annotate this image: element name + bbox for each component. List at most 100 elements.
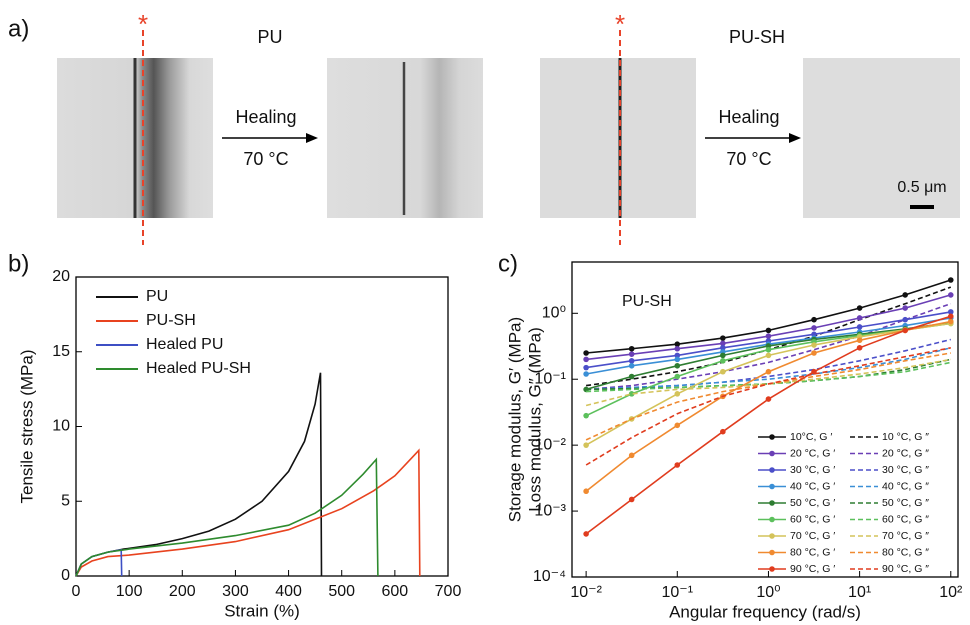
series-line bbox=[75, 448, 421, 577]
x-tick-label: 500 bbox=[328, 583, 355, 600]
legend-label: PU bbox=[146, 288, 168, 305]
data-point bbox=[674, 356, 681, 363]
data-point bbox=[720, 335, 726, 341]
y-tick-label: 10⁻² bbox=[534, 436, 566, 453]
x-axis-label: Angular frequency (rad/s) bbox=[669, 602, 861, 621]
group-title: PU-SH bbox=[729, 27, 785, 47]
legend-label: 30 °C, G ′ bbox=[790, 464, 835, 476]
legend-label: 50 °C, G ″ bbox=[882, 497, 929, 509]
data-point bbox=[902, 305, 908, 311]
legend-marker bbox=[769, 467, 775, 473]
data-point bbox=[628, 496, 635, 503]
y-axis-label: Storage modulus, G′ (MPa) bbox=[505, 317, 524, 522]
data-point bbox=[674, 462, 681, 468]
legend-marker bbox=[769, 434, 775, 440]
data-point bbox=[583, 350, 589, 356]
data-point bbox=[947, 292, 954, 298]
legend-marker bbox=[769, 566, 775, 572]
x-tick-label: 700 bbox=[435, 583, 462, 600]
data-point bbox=[947, 309, 954, 315]
legend-label: 80 °C, G ″ bbox=[882, 546, 929, 558]
data-point bbox=[674, 345, 681, 352]
legend-label: 10 °C, G ″ bbox=[882, 431, 929, 443]
scale-bar-label: 0.5 μm bbox=[897, 179, 946, 196]
data-point bbox=[628, 351, 635, 357]
data-point bbox=[628, 391, 635, 397]
data-point bbox=[674, 341, 681, 347]
plot-frame bbox=[571, 261, 959, 578]
legend-label: 20 °C, G ″ bbox=[882, 447, 929, 459]
x-tick-label: 0 bbox=[72, 583, 81, 600]
y-axis-label: Tensile stress (MPa) bbox=[17, 350, 36, 504]
legend-label: 10°C, G ′ bbox=[790, 431, 832, 443]
data-point bbox=[947, 318, 954, 325]
x-tick-label: 600 bbox=[382, 583, 409, 600]
data-point bbox=[856, 305, 863, 311]
series-line bbox=[586, 361, 951, 393]
data-point bbox=[628, 345, 635, 352]
data-point bbox=[674, 391, 681, 397]
panel-label: b) bbox=[8, 250, 29, 277]
data-point bbox=[674, 352, 681, 359]
data-point bbox=[856, 324, 863, 330]
series-line bbox=[586, 302, 952, 391]
x-tick-label: 10² bbox=[939, 584, 963, 601]
x-tick-label: 10⁻² bbox=[570, 584, 602, 601]
y-tick-label: 15 bbox=[52, 343, 70, 360]
data-point bbox=[720, 344, 726, 351]
panel-label: c) bbox=[498, 250, 518, 277]
legend-marker bbox=[769, 450, 775, 457]
legend-label: 30 °C, G ″ bbox=[882, 464, 929, 476]
arrow-temp: 70 °C bbox=[726, 149, 771, 169]
data-point bbox=[674, 362, 681, 369]
series-line bbox=[75, 372, 323, 577]
legend-label: 40 °C, G ″ bbox=[882, 480, 929, 492]
data-point bbox=[856, 344, 863, 351]
x-tick-label: 10¹ bbox=[848, 584, 871, 601]
data-point bbox=[902, 327, 908, 334]
legend-label: 90 °C, G ″ bbox=[882, 563, 929, 575]
data-point bbox=[902, 316, 908, 323]
data-point bbox=[856, 337, 863, 344]
legend-label: Healed PU-SH bbox=[146, 360, 251, 377]
data-point bbox=[674, 373, 681, 380]
legend-marker bbox=[769, 500, 775, 506]
data-point bbox=[720, 358, 726, 364]
legend-marker bbox=[769, 533, 775, 539]
data-point bbox=[720, 368, 726, 375]
data-point bbox=[720, 340, 726, 347]
series-line bbox=[585, 352, 951, 441]
data-point bbox=[856, 315, 863, 321]
arrow-text: Healing bbox=[235, 107, 296, 127]
data-point bbox=[811, 350, 817, 356]
legend-label: 40 °C, G ′ bbox=[790, 480, 835, 492]
data-point bbox=[765, 352, 772, 359]
arrow-text: Healing bbox=[718, 107, 779, 127]
micrographs: * * bbox=[57, 9, 960, 245]
legend-label: 70 °C, G ″ bbox=[882, 530, 929, 542]
data-point bbox=[583, 371, 589, 377]
data-point bbox=[674, 422, 681, 429]
data-point bbox=[583, 442, 589, 448]
data-point bbox=[583, 531, 589, 537]
legend-marker bbox=[769, 483, 775, 490]
data-point bbox=[628, 358, 635, 364]
y-tick-label: 20 bbox=[52, 268, 70, 285]
data-point bbox=[720, 352, 726, 359]
series-line bbox=[585, 347, 951, 466]
legend-marker bbox=[769, 516, 775, 523]
data-point bbox=[765, 396, 772, 402]
data-point bbox=[583, 488, 589, 495]
data-point bbox=[628, 362, 635, 369]
svg-text:*: * bbox=[138, 9, 148, 39]
y-tick-label: 10⁻⁴ bbox=[533, 568, 566, 585]
x-axis-label: Strain (%) bbox=[224, 601, 300, 620]
y-tick-label: 5 bbox=[61, 492, 70, 509]
legend-label: 60 °C, G ′ bbox=[790, 513, 835, 525]
legend-label: 20 °C, G ′ bbox=[790, 447, 835, 459]
y-tick-label: 0 bbox=[61, 567, 70, 584]
data-point bbox=[765, 346, 772, 353]
data-point bbox=[628, 452, 635, 459]
data-point bbox=[720, 428, 726, 435]
data-point bbox=[947, 277, 954, 283]
